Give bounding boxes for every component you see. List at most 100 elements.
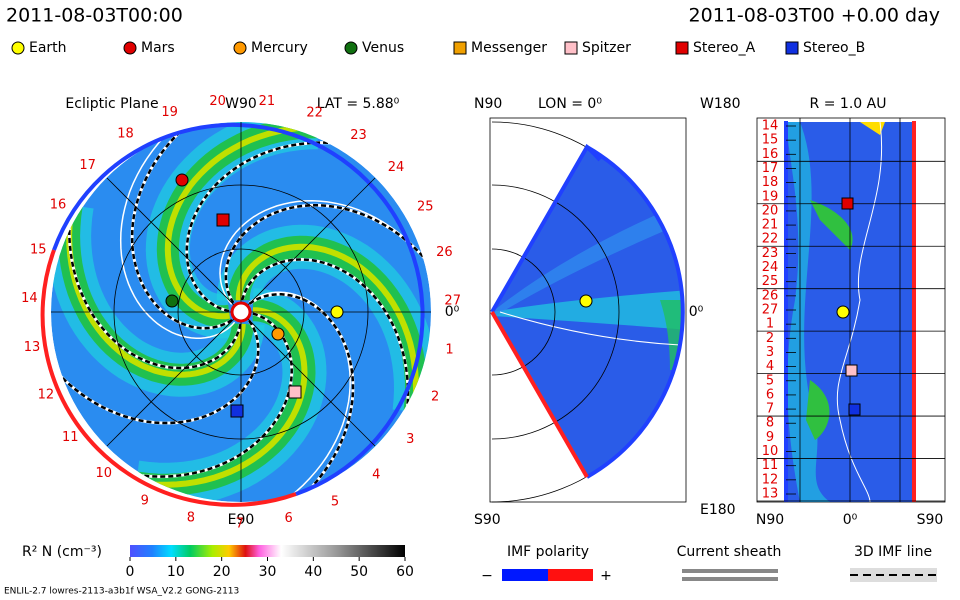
longitude-label: 6 [285, 511, 293, 526]
polarity-arc [490, 311, 589, 478]
longitude-label: 10 [96, 466, 113, 481]
longitude-label: 25 [417, 200, 434, 215]
polarity-arc [52, 122, 425, 496]
longitude-label: 24 [388, 160, 405, 175]
radial-y-label: 17 [762, 161, 779, 176]
field-line [51, 320, 260, 425]
colorbar-tick-label: 50 [350, 564, 368, 580]
legend-marker [675, 41, 689, 55]
longitude-label: 26 [436, 245, 453, 260]
longitude-label: 21 [259, 94, 276, 109]
radial-y-label: 11 [762, 458, 779, 473]
radial-y-label: 12 [762, 472, 779, 487]
legend-marker [564, 41, 578, 55]
radial-markers [836, 197, 861, 416]
meridional-right: 0⁰ [689, 304, 704, 320]
radial-y-label: 20 [762, 203, 779, 218]
colorbar-tick-label: 10 [167, 564, 185, 580]
density-arm [136, 307, 308, 488]
radial-y-label: 1 [766, 317, 774, 332]
colorbar-tick-label: 0 [126, 564, 135, 580]
radial-y-label: 26 [762, 288, 779, 303]
radial-radius: R = 1.0 AU [810, 96, 887, 112]
longitude-label: 2 [431, 390, 439, 405]
radial-y-label: 19 [762, 189, 779, 204]
radial-y-label: 6 [766, 387, 774, 402]
colorbar-tick-label: 20 [213, 564, 231, 580]
legend-label: Stereo_B [803, 40, 865, 56]
longitude-label: 22 [306, 106, 323, 121]
field-line [224, 204, 431, 304]
ecliptic-lat: LAT = 5.88⁰ [317, 96, 400, 112]
longitude-label: 7 [236, 516, 244, 531]
legend-marker [453, 41, 467, 55]
longitude-label: 27 [444, 293, 461, 308]
radial-y-label: 22 [762, 232, 779, 247]
longitude-label: 3 [406, 432, 414, 447]
longitude-label: 5 [331, 495, 339, 510]
ecliptic-title: Ecliptic Plane [65, 96, 158, 112]
ecliptic-bottom: E90 [228, 512, 255, 528]
longitude-label: 15 [30, 243, 47, 258]
field-line [68, 206, 242, 370]
radial-bottom: E180 [700, 502, 736, 518]
radial-x-label: S90 [917, 512, 944, 528]
radial-x-label: 0⁰ [843, 512, 858, 528]
radial-y-label: 13 [762, 487, 779, 502]
planets [165, 173, 344, 418]
longitude-label: 1 [445, 343, 453, 358]
radial-y-label: 10 [762, 444, 779, 459]
longitude-label: 12 [38, 387, 55, 402]
density-arm [164, 124, 318, 320]
radial-y-label: 7 [766, 402, 774, 417]
current-sheath [119, 122, 236, 339]
radial-top: W180 [700, 96, 741, 112]
longitude-label: 19 [161, 105, 178, 120]
field-line [185, 141, 351, 313]
earth-marker [579, 294, 593, 308]
ecliptic-top: W90 [225, 96, 257, 112]
longitude-label: 23 [350, 128, 367, 143]
imf-negative [502, 569, 548, 581]
longitude-label: 17 [79, 158, 96, 173]
longitude-label: 11 [62, 430, 79, 445]
ecliptic-right: 0⁰ [445, 304, 460, 320]
legend-marker [344, 41, 358, 55]
meridional-top: N90 [474, 96, 502, 112]
meridional-bottom: S90 [474, 512, 501, 528]
radial-y-label: 9 [766, 430, 774, 445]
longitude-label: 13 [24, 340, 41, 355]
colorbar-tick-label: 30 [259, 564, 277, 580]
imf-plus: + [600, 568, 612, 584]
longitude-label: 16 [50, 197, 67, 212]
radial-y-label: 16 [762, 147, 779, 162]
radial-y-label: 25 [762, 274, 779, 289]
legend-marker [233, 41, 247, 55]
imf-minus: − [481, 568, 493, 584]
time-right: 2011-08-03T00 +0.00 day [689, 5, 940, 27]
field-line-label: 3D IMF line [854, 544, 932, 560]
colorbar-tick-label: 60 [396, 564, 414, 580]
field-line [130, 122, 233, 330]
sun [230, 301, 252, 323]
current-sheath [219, 200, 431, 305]
radial-y-label: 15 [762, 133, 779, 148]
time-left: 2011-08-03T00:00 [6, 5, 183, 27]
radial-y-label: 14 [762, 119, 779, 134]
colorbar-tick-label: 40 [304, 564, 322, 580]
polarity-arc [586, 145, 685, 479]
radial-y-label: 8 [766, 416, 774, 431]
radial-y-label: 5 [766, 373, 774, 388]
radial-y-label: 3 [766, 345, 774, 360]
legend-marker [785, 41, 799, 55]
radial-y-label: 4 [766, 359, 774, 374]
legend-label: Messenger [471, 40, 547, 56]
legend-label: Spitzer [582, 40, 631, 56]
radial-y-label: 18 [762, 175, 779, 190]
imf-positive [548, 569, 593, 581]
radial-x-label: N90 [756, 512, 784, 528]
legend-label: Stereo_A [693, 40, 756, 56]
radial-y-label: 2 [766, 331, 774, 346]
legend-label: Venus [362, 40, 404, 56]
